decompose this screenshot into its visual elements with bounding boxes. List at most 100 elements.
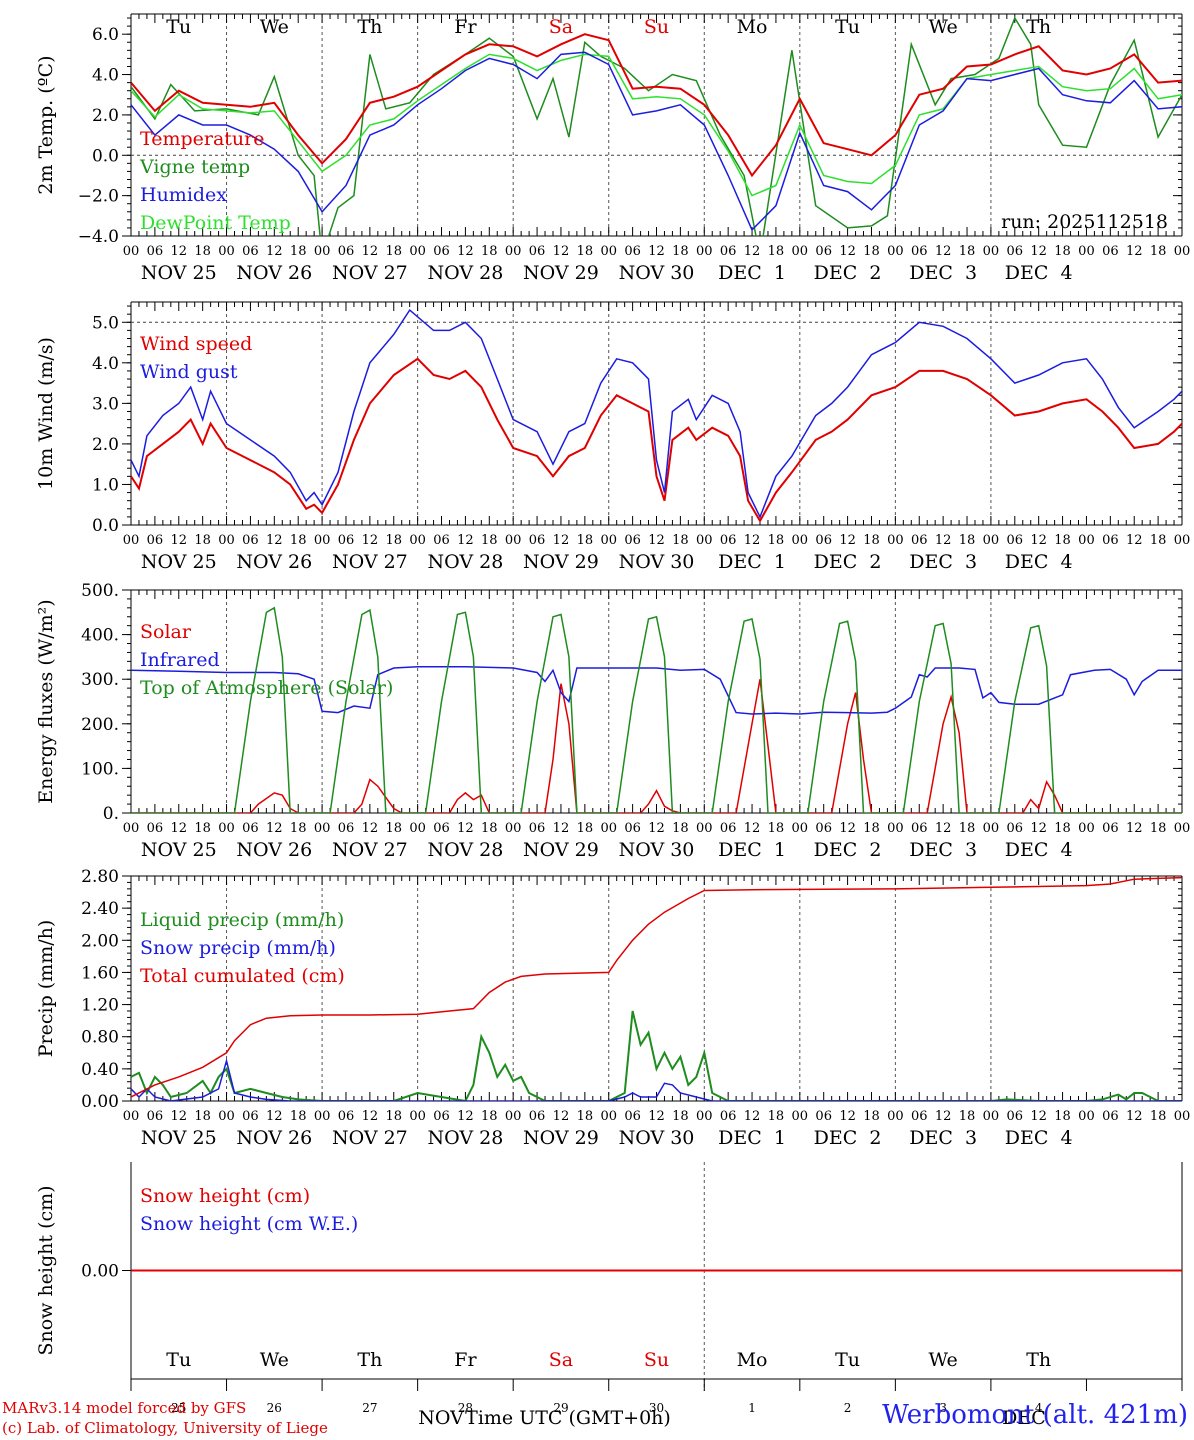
y-tick-label: 0.40 [81,1060,119,1080]
hour-tick-label: 06 [338,821,355,836]
hour-tick-label: 06 [911,244,928,259]
hour-tick-label: 18 [290,533,307,548]
hour-tick-label: 00 [314,244,331,259]
hour-tick-label: 18 [481,533,498,548]
hour-tick-label: 18 [1054,244,1071,259]
hour-tick-label: 00 [696,244,713,259]
day-number: 25 [171,1401,186,1415]
hour-tick-label: 06 [1007,821,1024,836]
hour-tick-label: 12 [170,821,187,836]
hour-tick-label: 12 [170,244,187,259]
legend-snow-height-cm-w-e-: Snow height (cm W.E.) [140,1213,358,1235]
day-number: 4 [1035,1401,1043,1415]
hour-tick-label: 12 [170,533,187,548]
hour-tick-label: 00 [505,821,522,836]
y-tick-label: 0. [103,804,119,824]
date-label: DEC 3 [909,262,977,284]
hour-tick-label: 18 [959,1109,976,1124]
series-line-vigne-temp [131,16,1182,236]
hour-tick-label: 06 [1007,1109,1024,1124]
hour-tick-label: 06 [1007,533,1024,548]
date-label: NOV 25 [141,839,217,861]
hour-tick-label: 06 [433,533,450,548]
hour-tick-label: 12 [266,533,283,548]
hour-tick-label: 18 [863,533,880,548]
hour-tick-label: 00 [123,533,140,548]
hour-tick-label: 18 [863,1109,880,1124]
date-label: DEC 2 [814,262,882,284]
hour-tick-label: 06 [624,821,641,836]
weekday-label: Tu [835,1349,860,1371]
hour-tick-label: 12 [1030,821,1047,836]
y-tick-label: 4.0 [92,66,119,86]
hour-tick-label: 00 [218,244,235,259]
hour-tick-label: 06 [529,1109,546,1124]
hour-tick-label: 18 [959,533,976,548]
hour-tick-label: 06 [815,533,832,548]
hour-tick-label: 06 [147,533,164,548]
hour-tick-label: 06 [529,533,546,548]
y-tick-label: 1.0 [92,475,119,495]
hour-tick-label: 06 [338,244,355,259]
date-label: NOV 26 [236,839,312,861]
hour-tick-label: 18 [577,244,594,259]
hour-tick-label: 12 [839,821,856,836]
weekday-label: Th [1026,16,1051,38]
hour-tick-label: 00 [218,1109,235,1124]
hour-tick-label: 00 [314,1109,331,1124]
hour-tick-label: 18 [290,1109,307,1124]
series-line-solar [131,679,1182,813]
hour-tick-label: 06 [720,533,737,548]
y-axis-label: 2m Temp. (ºC) [35,55,57,194]
weekday-label: We [260,16,289,38]
weekday-label: Tu [835,16,860,38]
hour-tick-label: 00 [792,533,809,548]
weekday-label: Th [357,16,382,38]
legend-dewpoint-temp: DewPoint Temp [140,212,291,234]
y-tick-label: 0.0 [92,516,119,536]
legend-total-cumulated-cm-: Total cumulated (cm) [140,965,345,987]
hour-tick-label: 00 [218,533,235,548]
hour-tick-label: 18 [768,1109,785,1124]
date-label: NOV 27 [332,262,408,284]
legend-wind-gust: Wind gust [140,361,238,383]
date-label: NOV 30 [619,1127,695,1149]
y-tick-label: 100. [81,759,119,779]
hour-tick-label: 00 [887,244,904,259]
hour-tick-label: 00 [218,821,235,836]
hour-tick-label: 12 [457,821,474,836]
date-label: NOV 30 [619,551,695,573]
date-label: NOV 28 [428,1127,504,1149]
date-label: NOV 27 [332,1127,408,1149]
y-tick-label: −2.0 [78,187,119,207]
date-label: DEC 2 [814,1127,882,1149]
date-label: NOV 27 [332,551,408,573]
hour-tick-label: 18 [385,533,402,548]
station-label: Werbomont (alt. 421m) [882,1400,1188,1430]
date-label: DEC 4 [1005,262,1073,284]
y-tick-label: 2.40 [81,899,119,919]
hour-tick-label: 00 [887,1109,904,1124]
date-label: DEC 4 [1005,551,1073,573]
hour-tick-label: 18 [194,533,211,548]
hour-tick-label: 00 [409,244,426,259]
x-axis-title: Time UTC (GMT+0h) [465,1407,671,1429]
series-line-liquid-precip-mm-h- [131,1010,1182,1101]
hour-tick-label: 18 [481,821,498,836]
day-number: 3 [939,1401,947,1415]
weekday-label: We [260,1349,289,1371]
legend-temperature: Temperature [140,128,264,150]
hour-tick-label: 18 [194,1109,211,1124]
hour-tick-label: 00 [983,1109,1000,1124]
date-label: NOV 29 [523,551,599,573]
month-nov: NOV [418,1407,464,1429]
date-label: NOV 26 [236,1127,312,1149]
y-tick-label: 5.0 [92,313,119,333]
hour-tick-label: 12 [362,1109,379,1124]
hour-tick-label: 18 [1150,244,1167,259]
hour-tick-label: 00 [1078,1109,1095,1124]
date-label: NOV 27 [332,839,408,861]
date-label: DEC 2 [814,551,882,573]
hour-tick-label: 18 [481,1109,498,1124]
legend-wind-speed: Wind speed [140,333,252,355]
